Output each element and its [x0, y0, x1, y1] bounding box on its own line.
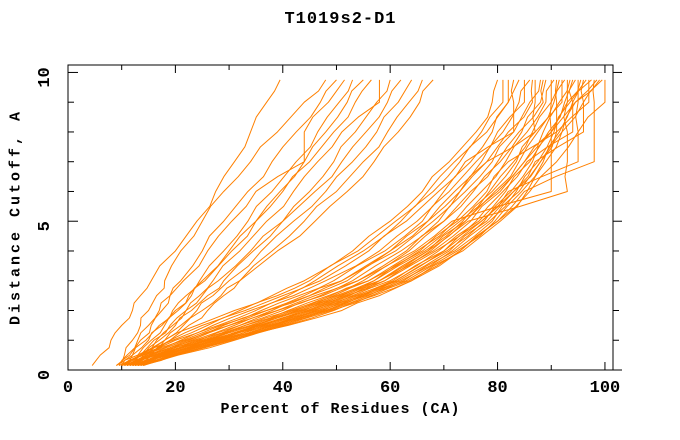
x-tick-label: 0	[63, 379, 73, 398]
model-curve	[137, 79, 590, 367]
x-tick-label: 60	[380, 379, 400, 398]
model-curve	[116, 79, 499, 366]
x-tick-label: 80	[487, 379, 507, 398]
model-curve	[134, 79, 413, 366]
axis-ticks	[67, 65, 622, 371]
chart-title: T1019s2-D1	[284, 10, 397, 29]
model-curve	[134, 79, 566, 366]
y-tick-label: 10	[36, 67, 55, 87]
model-curve	[137, 79, 423, 366]
model-curve	[121, 79, 520, 366]
x-tick-label: 20	[165, 379, 185, 398]
model-curve	[132, 79, 391, 366]
model-curve	[121, 79, 372, 366]
plot-frame	[67, 64, 614, 371]
model-curve	[126, 79, 402, 366]
model-curve	[124, 79, 525, 366]
model-curve	[143, 79, 606, 367]
x-tick-label: 100	[590, 379, 621, 398]
model-curve	[118, 79, 504, 366]
model-curve	[129, 79, 563, 367]
y-tick-label: 0	[36, 370, 55, 380]
model-curve	[140, 79, 592, 367]
model-curve	[132, 79, 560, 367]
model-curve	[118, 79, 345, 366]
model-curve	[126, 79, 544, 366]
model-curve	[121, 79, 509, 366]
model-curve	[134, 79, 571, 367]
model-curve	[132, 79, 600, 367]
x-tick-label: 40	[273, 379, 293, 398]
x-axis-title: Percent of Residues (CA)	[220, 401, 461, 418]
plot-frame-rect	[67, 64, 614, 371]
model-curve	[132, 79, 568, 367]
model-curve	[121, 79, 337, 366]
model-curve	[116, 79, 327, 366]
model-curves	[91, 79, 606, 367]
model-curve	[137, 79, 603, 366]
tick-labels: 0 20 40 60 80 100 0 5 10	[36, 67, 620, 398]
model-curve	[140, 79, 587, 367]
model-curve	[124, 79, 354, 366]
y-tick-label: 5	[36, 221, 55, 231]
model-curve	[126, 79, 536, 366]
model-curve	[124, 79, 542, 367]
model-curve	[143, 79, 598, 367]
model-curve	[129, 79, 380, 366]
model-curve	[126, 79, 533, 366]
model-curve	[91, 79, 281, 366]
